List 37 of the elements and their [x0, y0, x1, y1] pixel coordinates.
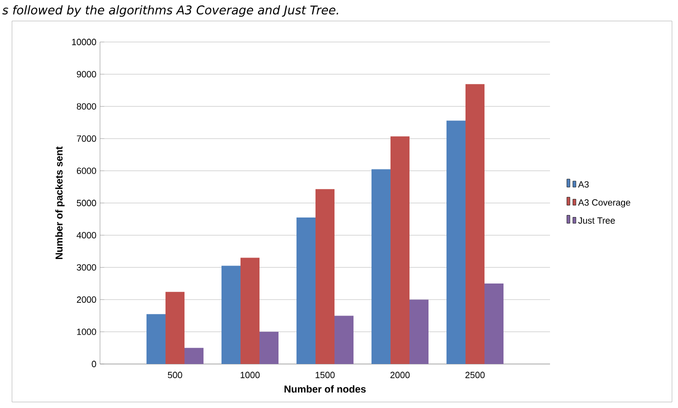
bar	[184, 348, 204, 364]
bar	[296, 217, 316, 364]
y-tick-label: 3000	[76, 264, 96, 271]
y-tick-label: 7000	[76, 135, 96, 142]
x-axis-title: Number of nodes	[284, 385, 366, 393]
bar	[484, 284, 504, 364]
bar	[390, 136, 410, 364]
bar	[222, 266, 241, 364]
bar	[372, 169, 391, 364]
x-tick-label: 1500	[316, 372, 335, 378]
x-tick-label: 2500	[465, 372, 485, 378]
bar	[316, 189, 335, 364]
y-axis-title: Number of packets sent	[55, 146, 65, 260]
bar	[146, 314, 166, 364]
legend-label: Just Tree	[578, 217, 615, 224]
y-tick-label: 4000	[76, 232, 96, 238]
x-tick-label: 500	[168, 372, 182, 378]
bar	[240, 258, 260, 364]
bar	[260, 332, 279, 364]
y-tick-label: 0	[92, 360, 96, 368]
legend-label: A3	[578, 181, 589, 188]
bar	[446, 120, 466, 364]
y-tick-label: 2000	[76, 296, 96, 303]
chart-title: s followed by the algorithms A3 Coverage and Just Tree.	[2, 5, 338, 17]
y-tick-label: 1000	[77, 328, 96, 335]
x-tick-label: 1000	[240, 372, 260, 378]
legend-label: A3 Coverage	[578, 199, 630, 208]
y-tick-label: 6000	[76, 168, 96, 174]
y-tick-label: 8000	[76, 103, 96, 110]
y-tick-label: 10000	[72, 38, 96, 46]
y-tick-label: 5000	[76, 200, 96, 206]
bar	[166, 292, 185, 364]
x-tick-label: 2000	[390, 372, 410, 378]
bar	[334, 316, 354, 364]
bar	[466, 84, 485, 364]
bar	[410, 300, 429, 364]
y-tick-label: 9000	[76, 71, 96, 78]
